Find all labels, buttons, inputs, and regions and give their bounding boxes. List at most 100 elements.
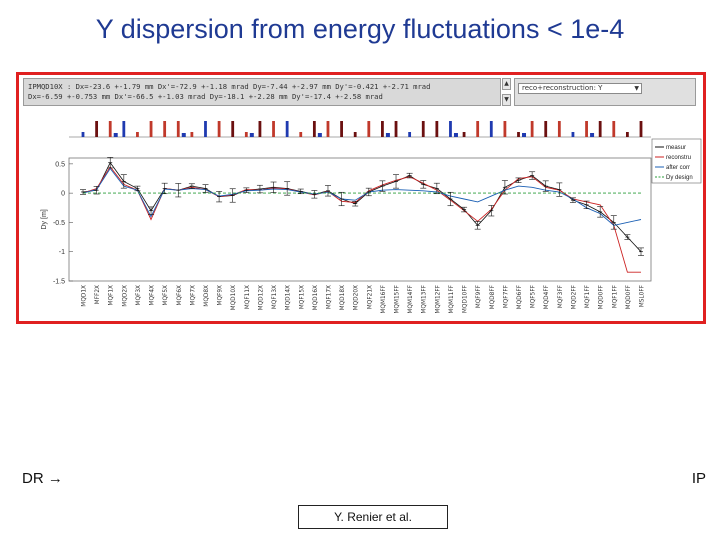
magnet-marker [231, 121, 235, 137]
reconstruction-select[interactable]: reco+reconstruction: Y ▼ [518, 83, 642, 94]
magnet-marker [435, 121, 439, 137]
magnet-label: MQD0FF [626, 285, 632, 309]
magnet-marker [408, 132, 412, 137]
magnet-label: MQD1X [82, 285, 88, 307]
slide-title: Y dispersion from energy fluctuations < … [95, 14, 625, 44]
magnet-marker [421, 121, 425, 137]
magnet-marker [503, 121, 507, 137]
magnet-marker [299, 132, 303, 137]
magnet-marker [394, 121, 398, 137]
magnet-marker [625, 132, 629, 137]
magnet-marker [258, 121, 262, 137]
magnet-label: MQM15FF [395, 285, 401, 314]
magnet-label: MQD10FF [463, 285, 469, 313]
magnet-label: MQM11FF [449, 285, 455, 314]
magnet-marker [598, 121, 602, 137]
magnet-label: MQM14FF [408, 285, 414, 314]
info-line-2: Dx=-6.59 +-0.753 mm Dx'=-66.5 +-1.03 mra… [28, 92, 383, 101]
dispersion-chart: 0.5 0 -0.5 -1 -1.5 Dy [m] MQD1X MFF2X MQF1X MQD2X… [41, 121, 702, 314]
magnet-marker [340, 121, 343, 137]
arrow-right-icon: → [47, 470, 63, 487]
magnet-label: MQD10X [231, 285, 237, 310]
legend-label: measur [666, 145, 686, 151]
magnet-marker [585, 121, 588, 137]
magnet-label: MQF13X [272, 285, 278, 309]
info-panel: IPMQD10X : Dx=-23.6 +-1.79 mm Dx'=-72.9 … [23, 78, 501, 106]
y-tick-label: -1 [59, 249, 65, 256]
magnet-marker [489, 121, 493, 137]
magnet-marker [612, 121, 616, 137]
magnet-label: MQD0FF [599, 285, 605, 309]
magnet-label: MQF1FF [585, 285, 591, 308]
magnet-label: MQM16FF [381, 285, 387, 314]
scroll-up-icon[interactable]: ▲ [502, 78, 511, 90]
magnet-label: MQF1FF [612, 285, 618, 308]
magnet-label: MQF9FF [476, 285, 482, 308]
magnet-marker [367, 121, 371, 137]
y-tick-label: -1.5 [53, 279, 65, 286]
magnet-label: MQD14X [286, 285, 292, 310]
magnet-label: MQD18X [340, 285, 346, 310]
y-axis-label: Dy [m] [41, 209, 48, 229]
magnet-label: MQD4FF [544, 285, 550, 309]
bpm-marker [590, 133, 595, 137]
magnet-label: MQF21X [367, 285, 373, 309]
magnet-marker [639, 121, 643, 137]
magnet-marker [353, 132, 357, 137]
magnet-marker [449, 121, 452, 137]
magnet-marker [517, 132, 520, 137]
magnet-marker [272, 121, 275, 137]
magnet-label: MQF5FF [531, 285, 537, 308]
matlab-figure: IPMQD10X : Dx=-23.6 +-1.79 mm Dx'=-72.9 … [16, 72, 706, 324]
magnet-label: MQD6FF [517, 285, 523, 309]
magnet-marker [217, 121, 221, 137]
y-tick-label: 0 [61, 191, 65, 198]
magnet-marker [136, 132, 139, 137]
magnet-marker [176, 121, 180, 137]
magnet-label: MQF15X [299, 285, 305, 309]
magnet-label: MQF3X [136, 285, 142, 306]
magnet-marker [557, 121, 561, 137]
magnet-marker [530, 121, 534, 137]
magnet-marker [244, 132, 248, 137]
legend-label: after corr [666, 165, 690, 171]
scroll-down-icon[interactable]: ▼ [502, 94, 511, 106]
chevron-down-icon: ▼ [634, 85, 639, 92]
magnet-label: MQF1X [109, 285, 115, 306]
info-line-1: IPMQD10X : Dx=-23.6 +-1.79 mm Dx'=-72.9 … [28, 82, 431, 91]
magnet-label: MQM13FF [422, 285, 428, 314]
magnet-label: MQD8X [204, 285, 210, 307]
bpm-marker [249, 133, 254, 137]
legend-box [651, 138, 702, 184]
magnet-label: MQD20X [354, 285, 360, 310]
magnet-label: MQF7FF [503, 285, 509, 308]
magnet-label: MQD8FF [490, 285, 496, 309]
magnet-label: MQM12FF [435, 285, 441, 314]
legend-label: reconstru [666, 155, 691, 161]
bpm-marker [113, 133, 118, 137]
bpm-marker [385, 133, 390, 137]
select-panel: reco+reconstruction: Y ▼ [514, 78, 696, 106]
magnet-marker [108, 121, 112, 137]
ip-label: IP [691, 470, 706, 487]
magnet-label: MFF2X [95, 285, 101, 304]
author-credit: Y. Renier et al. [298, 505, 448, 529]
select-value: reco+reconstruction: Y [522, 84, 603, 92]
magnet-label: MQF4X [150, 285, 156, 306]
y-tick-label: 0.5 [55, 161, 65, 168]
bpm-marker [181, 133, 186, 137]
magnet-label: MQD12X [258, 285, 264, 310]
magnet-marker [571, 132, 575, 137]
magnet-marker [381, 121, 384, 137]
magnet-marker [544, 121, 548, 137]
magnet-label: MQF7X [190, 285, 196, 306]
magnet-label: MQD2FF [572, 285, 578, 309]
magnet-marker [149, 121, 153, 137]
magnet-label: MQD16X [313, 285, 319, 310]
y-tick-label: -0.5 [53, 220, 65, 227]
bpm-marker [317, 133, 322, 137]
magnet-marker [476, 121, 480, 137]
magnet-marker [95, 121, 99, 137]
magnet-label: MQF9X [218, 285, 224, 306]
magnet-label: MQF6X [177, 285, 183, 306]
